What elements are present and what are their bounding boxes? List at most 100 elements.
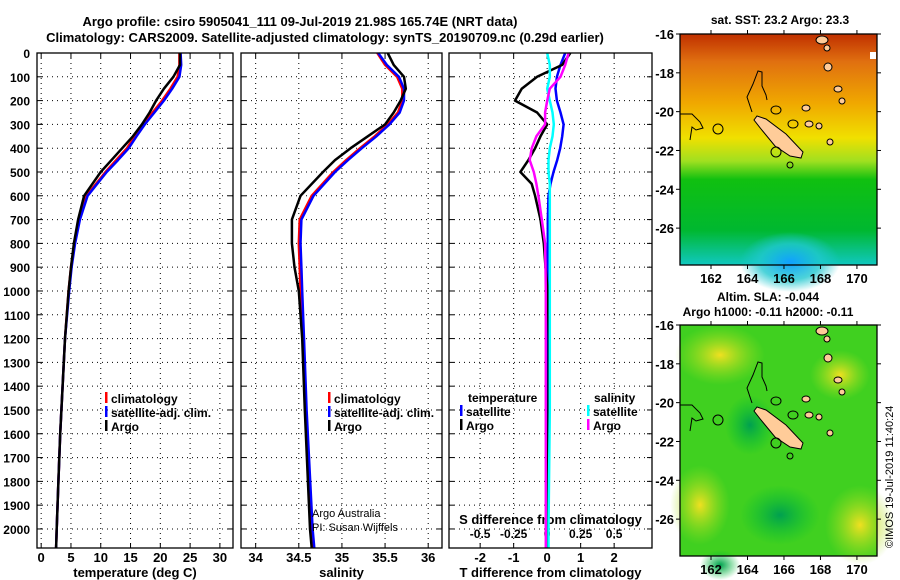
figure-title-line1: Argo profile: csiro 5905041_111 09-Jul-2…	[82, 14, 517, 29]
sst-map: 162 164 166 168 170 -16 -18 -20 -22 -24 -26 sat. SS…	[655, 13, 881, 292]
legend-t-argo-label: Argo	[466, 419, 494, 433]
reef-outline-west	[680, 404, 704, 432]
credit-argo-australia: Argo Australia	[312, 508, 381, 520]
x-tick-label: 5	[67, 550, 74, 565]
x-axis-label: salinity	[319, 565, 365, 580]
legend-t-argo-swatch	[460, 419, 463, 430]
new-caledonia-island	[753, 115, 804, 159]
sla-map: 162 164 166 168 170 -16 -18 -20 -22 -24 -26 Altim. …	[655, 290, 895, 580]
small-island	[823, 62, 833, 72]
map-frame	[679, 33, 878, 266]
x-tick-label: 35.5	[372, 550, 397, 565]
s-tick-label: -0.25	[500, 527, 528, 541]
low-sla-region	[740, 485, 820, 545]
lon-tick-label: 168	[810, 562, 832, 577]
reef-outline	[746, 361, 768, 404]
lon-tick-label: 170	[846, 271, 868, 286]
legend-climatology-swatch	[105, 392, 108, 403]
y-tick-label: 1100	[4, 309, 30, 323]
series-s-argo	[528, 52, 570, 548]
series-satellite-adj-clim-	[299, 52, 406, 549]
legend-salinity-title: salinity	[594, 391, 636, 405]
y-tick-label: 900	[10, 261, 30, 275]
plot-frame	[448, 52, 653, 549]
x-axis-label: T difference from climatology	[459, 565, 642, 580]
lon-tick-label: 170	[846, 562, 868, 577]
small-island	[801, 104, 811, 112]
sst-map-title: sat. SST: 23.2 Argo: 23.3	[711, 13, 850, 27]
legend-s-satellite-swatch	[587, 405, 590, 416]
sla-map-title-line2: Argo h1000: -0.11 h2000: -0.11	[683, 305, 854, 319]
y-tick-label: 200	[10, 95, 30, 109]
legend-climatology-swatch	[328, 392, 331, 403]
panel-temperature: 0100200300400500600700800900100011001200…	[3, 47, 234, 580]
reef-outline-small	[712, 414, 724, 426]
series-argo	[54, 53, 182, 549]
copyright-text: ©IMOS 19-Jul-2019 11:40:24	[884, 406, 896, 548]
map-frame	[679, 324, 878, 557]
y-tick-label: 1600	[3, 428, 30, 442]
small-island	[833, 376, 843, 384]
legend-climatology-label: climatology	[334, 392, 401, 406]
reef-outline-small	[770, 396, 782, 406]
legend-s-argo-label: Argo	[593, 419, 621, 433]
series-climatology	[54, 53, 181, 549]
lat-tick-label: -18	[655, 66, 674, 81]
lat-tick-label: -24	[655, 473, 675, 488]
maps: 162 164 166 168 170 -16 -18 -20 -22 -24 -26 sat. SS…	[655, 13, 895, 580]
legend-satellite-label: satellite-adj. clim.	[334, 406, 434, 420]
high-sla-region	[810, 350, 870, 400]
lon-tick-label: 166	[773, 271, 795, 286]
y-tick-label: 800	[10, 237, 30, 251]
small-island	[838, 97, 846, 105]
y-tick-label: 1500	[3, 404, 30, 418]
legend-s-satellite-label: satellite	[593, 405, 638, 419]
y-tick-label: 1300	[3, 356, 30, 370]
low-sla-region	[700, 550, 740, 580]
x-axis-label: temperature (deg C)	[73, 565, 197, 580]
legend-t-satellite-label: satellite	[466, 405, 511, 419]
y-tick-label: 100	[10, 71, 30, 85]
small-island	[838, 388, 846, 396]
y-tick-label: 700	[10, 214, 30, 228]
lon-tick-label: 164	[737, 271, 759, 286]
legend-argo-label: Argo	[111, 420, 139, 434]
panel-salinity: 34 34.5 35 35.5 36 salinity	[240, 52, 443, 580]
legend-argo-swatch	[328, 420, 331, 431]
lat-tick-label: -20	[655, 105, 674, 120]
small-island	[815, 35, 829, 45]
missing-data-cell	[870, 52, 876, 59]
small-island	[826, 429, 834, 437]
x-tick-label: -1	[508, 550, 520, 565]
lat-tick-label: -16	[655, 318, 674, 333]
x-tick-label: 30	[213, 550, 227, 565]
figure-title-line2: Climatology: CARS2009. Satellite-adjuste…	[46, 30, 604, 45]
cold-water-region	[740, 232, 840, 292]
legend-satellite-swatch	[105, 406, 108, 417]
new-caledonia-island	[753, 406, 804, 450]
small-island	[823, 44, 831, 52]
y-tick-label: 300	[10, 118, 30, 132]
y-tick-label: 1000	[3, 285, 30, 299]
reef-outline-west	[680, 113, 704, 141]
s-tick-label: 0.25	[569, 527, 593, 541]
y-tick-label: 1900	[3, 499, 30, 513]
x-tick-label: 25	[183, 550, 197, 565]
x-tick-label: 34.5	[286, 550, 311, 565]
lat-tick-label: -24	[655, 182, 675, 197]
reef-outline-small	[712, 123, 724, 135]
legend-t-satellite-swatch	[460, 405, 463, 416]
x-tick-label: 35	[335, 550, 349, 565]
small-island	[823, 353, 833, 363]
x-tick-label: 10	[94, 550, 108, 565]
y-tick-label: 500	[10, 166, 30, 180]
x-tick-label: 20	[153, 550, 167, 565]
lat-tick-label: -22	[655, 434, 674, 449]
x-tick-label: 0	[38, 550, 45, 565]
legend-temperature-title: temperature	[468, 391, 538, 405]
small-island	[804, 120, 814, 128]
series-satellite-adj-clim-	[54, 52, 183, 549]
